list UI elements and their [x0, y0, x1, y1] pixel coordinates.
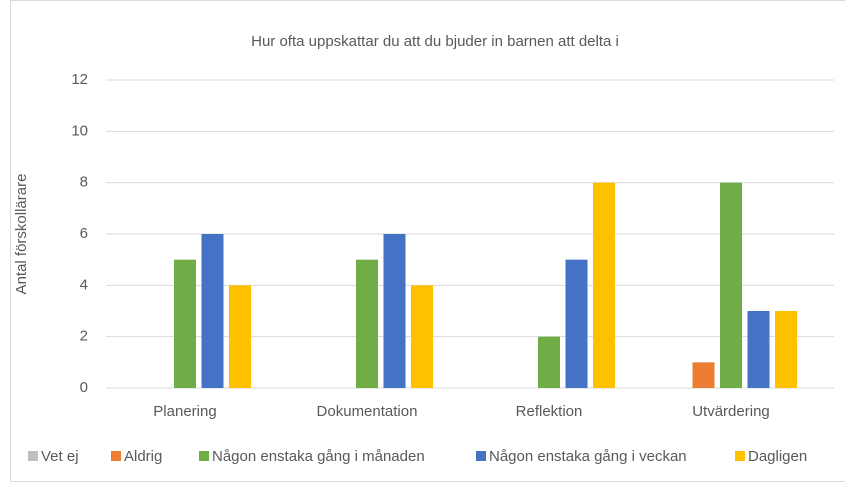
bar	[383, 234, 406, 388]
legend-label: Vet ej	[41, 448, 79, 465]
legend-swatch	[28, 451, 38, 461]
x-tick-label: Utvärdering	[692, 403, 770, 420]
y-tick-label: 12	[71, 71, 88, 88]
y-tick-label: 0	[80, 379, 88, 396]
x-tick-label: Planering	[153, 403, 216, 420]
y-axis-label: Antal förskollärare	[13, 174, 30, 295]
y-tick-label: 8	[80, 174, 88, 191]
bar	[747, 311, 770, 388]
legend-swatch	[199, 451, 209, 461]
legend-label: Aldrig	[124, 448, 162, 465]
bar	[229, 285, 251, 388]
bar	[411, 285, 433, 388]
bar	[356, 259, 378, 388]
y-tick-label: 6	[80, 225, 88, 242]
bar	[720, 182, 742, 388]
bar	[538, 336, 560, 388]
bar	[692, 362, 715, 388]
legend-label: Dagligen	[748, 448, 807, 465]
bar	[593, 182, 615, 388]
bar	[174, 259, 196, 388]
bar	[201, 234, 224, 388]
y-tick-label: 4	[80, 276, 88, 293]
x-tick-label: Reflektion	[516, 403, 583, 420]
y-tick-label: 10	[71, 122, 88, 139]
chart-title: Hur ofta uppskattar du att du bjuder in …	[251, 33, 619, 50]
legend-label: Någon enstaka gång i veckan	[489, 448, 687, 465]
legend-swatch	[111, 451, 121, 461]
x-tick-label: Dokumentation	[317, 403, 418, 420]
legend-label: Någon enstaka gång i månaden	[212, 448, 425, 465]
bar	[565, 259, 588, 388]
y-tick-label: 2	[80, 328, 88, 345]
legend-swatch	[476, 451, 486, 461]
bar	[775, 311, 797, 388]
chart-frame	[10, 0, 845, 482]
legend-swatch	[735, 451, 745, 461]
